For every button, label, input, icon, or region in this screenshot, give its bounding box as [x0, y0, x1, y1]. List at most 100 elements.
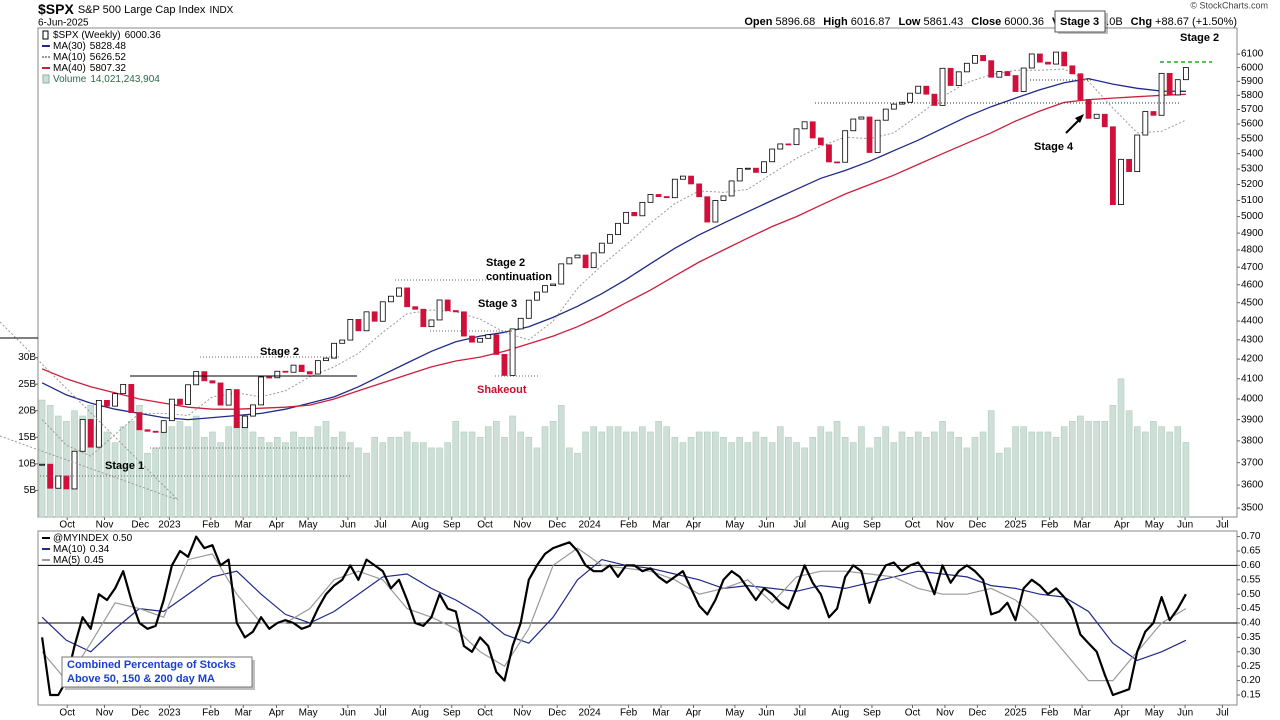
x-tick-label: Apr: [686, 708, 702, 719]
annotation: continuation: [486, 271, 552, 283]
volume-bar: [1077, 415, 1084, 518]
candle: [274, 370, 281, 379]
volume-bar: [987, 410, 995, 518]
volume-bar: [436, 447, 443, 518]
legend-value: 0.34: [90, 544, 110, 555]
legend-name: Volume: [53, 74, 87, 85]
y-tick-label: 3500: [1241, 503, 1264, 514]
y-tick-label: 15B: [18, 432, 36, 443]
candle: [217, 382, 224, 406]
candle: [112, 393, 118, 407]
candle: [104, 399, 110, 407]
y-tick-label: 5400: [1241, 148, 1264, 159]
legend-entry: MA(40) 5807.32: [53, 63, 126, 74]
volume-bar: [833, 421, 841, 518]
x-tick-label: Aug: [411, 520, 429, 531]
volume-bar: [1004, 447, 1011, 518]
volume-bar: [298, 436, 305, 518]
volume-bar: [468, 431, 476, 518]
candle: [858, 116, 865, 120]
x-tick-label: Jul: [374, 520, 387, 531]
candle: [452, 310, 459, 313]
candle: [639, 201, 646, 217]
candle: [590, 252, 597, 269]
volume-bar: [939, 421, 946, 518]
candle: [988, 60, 995, 78]
volume-bar: [849, 442, 857, 518]
candle: [355, 319, 362, 332]
volume-bar: [428, 447, 435, 518]
x-tick-label: Dec: [548, 708, 566, 719]
volume-bar: [679, 442, 687, 518]
candle: [850, 118, 857, 132]
y-tick-label: 4700: [1241, 262, 1264, 273]
volume-bar: [874, 436, 881, 518]
volume-bar: [1101, 421, 1109, 518]
candle: [339, 339, 346, 344]
y-tick-label: 0.15: [1241, 690, 1261, 701]
volume-bar: [322, 421, 330, 518]
x-tick-label: Sep: [443, 708, 461, 719]
x-tick-label: 2024: [579, 708, 602, 719]
y-tick-label: 4300: [1241, 334, 1264, 345]
x-tick-label: Feb: [202, 708, 220, 719]
x-tick-label: Jun: [1177, 520, 1193, 531]
candle: [469, 335, 475, 343]
y-tick-label: 4200: [1241, 354, 1264, 365]
volume-bar: [493, 421, 500, 518]
volume-bar: [590, 426, 597, 518]
volume-bar: [639, 426, 646, 518]
volume-bar: [931, 431, 938, 518]
candle: [1118, 158, 1124, 205]
candle: [615, 222, 621, 236]
x-tick-label: Mar: [1073, 708, 1091, 719]
volume-bar: [403, 431, 411, 518]
volume-bar: [768, 442, 776, 518]
candle: [736, 168, 743, 182]
x-tick-label: Mar: [652, 708, 670, 719]
y-tick-label: 0.55: [1241, 574, 1261, 585]
candle: [631, 211, 638, 217]
volume-bar: [1085, 421, 1092, 518]
candle: [282, 370, 289, 373]
x-tick-label: Jun: [1177, 708, 1193, 719]
candle: [1150, 111, 1157, 116]
x-tick-label: Apr: [269, 520, 285, 531]
candle: [696, 183, 703, 198]
legend-value: 0.50: [113, 533, 133, 544]
y-tick-label: 3800: [1241, 436, 1264, 447]
volume-bar: [192, 415, 200, 518]
x-tick-label: Nov: [96, 708, 114, 719]
volume-bar: [663, 426, 671, 518]
volume-bar: [760, 436, 768, 518]
volume-bar: [720, 436, 727, 518]
line: [41, 535, 1187, 697]
x-tick-label: Dec: [548, 520, 566, 531]
volume-bar: [217, 442, 224, 518]
volume-bar: [671, 436, 679, 518]
volume-bar: [257, 436, 265, 518]
candle: [566, 257, 573, 265]
volume-bar: [338, 431, 346, 518]
y-tick-label: 5700: [1241, 104, 1264, 115]
y-tick-label: 5500: [1241, 133, 1264, 144]
x-tick-label: May: [725, 708, 744, 719]
x-tick-label: Apr: [1114, 708, 1130, 719]
y-tick-label: 0.20: [1241, 675, 1261, 686]
candle: [347, 319, 354, 341]
volume-bar: [1052, 436, 1060, 518]
volume-bar: [1158, 426, 1165, 518]
candle: [485, 334, 492, 339]
quote-value: 6000.36: [1004, 16, 1044, 28]
annotation: Stage 3: [1060, 16, 1099, 28]
line: [41, 77, 1186, 421]
volume-bar: [606, 426, 614, 518]
candle: [899, 101, 905, 105]
y-tick-label: 4600: [1241, 279, 1264, 290]
volume-bar: [866, 447, 873, 518]
candle: [777, 143, 784, 150]
candle: [185, 384, 191, 405]
x-tick-label: Feb: [202, 520, 220, 531]
x-tick-label: Nov: [96, 520, 114, 531]
candle: [404, 287, 411, 308]
